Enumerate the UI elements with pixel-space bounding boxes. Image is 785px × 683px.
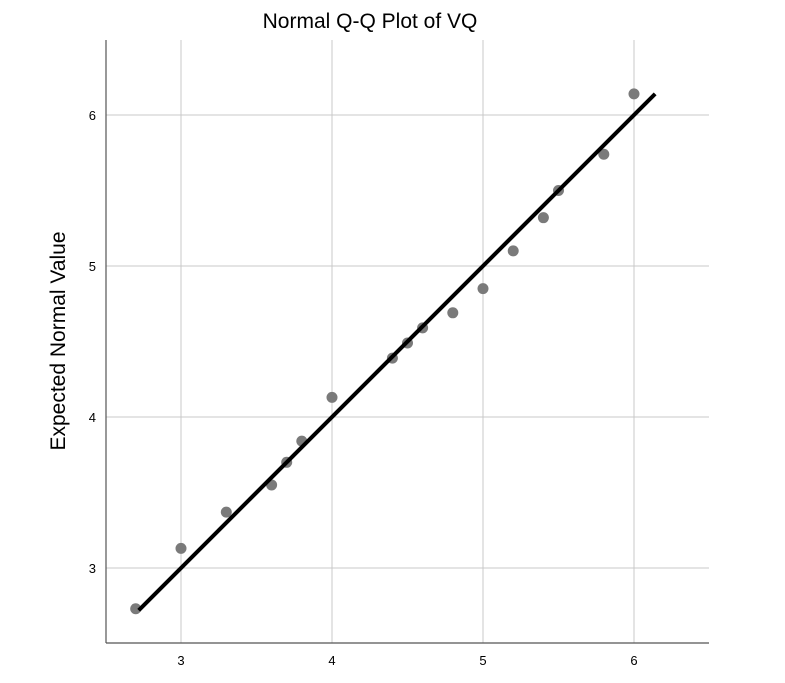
data-point	[175, 542, 187, 554]
reference-line	[137, 92, 657, 612]
y-tick-label: 6	[89, 108, 96, 123]
data-point	[447, 307, 459, 319]
data-point	[507, 245, 519, 257]
x-tick-label: 4	[328, 653, 335, 668]
grid-lines	[106, 40, 709, 643]
y-tick-label: 3	[89, 561, 96, 576]
data-point	[628, 88, 640, 100]
data-point	[326, 391, 338, 403]
axes	[105, 40, 709, 644]
data-point	[537, 212, 549, 224]
y-tick-label: 5	[89, 259, 96, 274]
data-point	[477, 283, 489, 295]
x-tick-label: 3	[177, 653, 184, 668]
data-point	[130, 603, 142, 615]
chart-title: Normal Q-Q Plot of VQ	[263, 10, 478, 33]
tick-labels: 3 4 5 6 3 4 5 6	[89, 108, 638, 668]
x-tick-label: 6	[630, 653, 637, 668]
data-points	[130, 88, 640, 615]
reference-line-group	[137, 92, 657, 612]
y-axis-label: Expected Normal Value	[47, 231, 70, 450]
data-point	[598, 148, 610, 160]
data-point	[220, 506, 232, 518]
x-tick-label: 5	[479, 653, 486, 668]
y-tick-label: 4	[89, 410, 96, 425]
